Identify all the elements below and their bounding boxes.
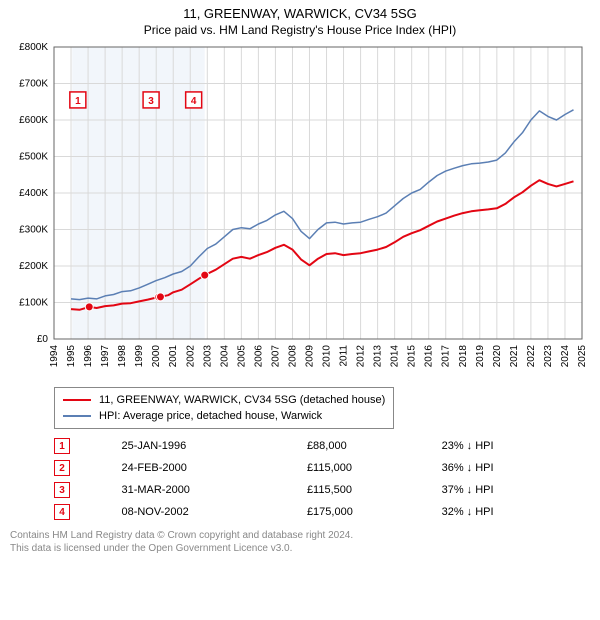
chart-svg: £0 £100K £200K £300K £400K £500K £600K £700K £80…: [10, 41, 590, 381]
transaction-marker: 3: [54, 482, 70, 498]
transaction-marker: 2: [54, 460, 70, 476]
svg-text:2002: 2002: [185, 345, 196, 368]
table-row: 3 31-MAR-2000£115,50037% ↓ HPI: [54, 479, 590, 501]
transaction-delta: 36% ↓ HPI: [442, 457, 590, 479]
svg-text:£600K: £600K: [19, 115, 48, 126]
transaction-date: 31-MAR-2000: [121, 479, 306, 501]
svg-text:£800K: £800K: [19, 42, 48, 53]
svg-text:2008: 2008: [287, 345, 298, 368]
svg-text:2011: 2011: [339, 345, 350, 367]
transaction-delta: 23% ↓ HPI: [442, 435, 590, 457]
svg-text:1: 1: [75, 96, 81, 107]
legend: 11, GREENWAY, WARWICK, CV34 5SG (detache…: [54, 387, 394, 429]
table-row: 4 08-NOV-2002£175,00032% ↓ HPI: [54, 501, 590, 523]
transaction-delta: 37% ↓ HPI: [442, 479, 590, 501]
legend-item: 11, GREENWAY, WARWICK, CV34 5SG (detache…: [63, 392, 385, 408]
chart-subtitle: Price paid vs. HM Land Registry's House …: [10, 23, 590, 37]
svg-text:2020: 2020: [492, 345, 503, 368]
transaction-price: £175,000: [307, 501, 442, 523]
svg-text:2012: 2012: [356, 345, 367, 368]
svg-text:£300K: £300K: [19, 225, 48, 236]
svg-text:2009: 2009: [304, 345, 315, 368]
table-row: 2 24-FEB-2000£115,00036% ↓ HPI: [54, 457, 590, 479]
transaction-price: £88,000: [307, 435, 442, 457]
table-row: 1 25-JAN-1996£88,00023% ↓ HPI: [54, 435, 590, 457]
transaction-marker: 1: [54, 438, 70, 454]
svg-text:£0: £0: [37, 334, 49, 345]
chart: £0 £100K £200K £300K £400K £500K £600K £700K £80…: [10, 41, 590, 381]
footer-line-2: This data is licensed under the Open Gov…: [10, 542, 590, 555]
transaction-date: 24-FEB-2000: [121, 457, 306, 479]
svg-text:2001: 2001: [168, 345, 179, 368]
svg-text:2013: 2013: [373, 345, 384, 368]
svg-text:2004: 2004: [219, 345, 230, 368]
svg-text:£400K: £400K: [19, 188, 48, 199]
transactions-table: 1 25-JAN-1996£88,00023% ↓ HPI 2 24-FEB-2000…: [54, 435, 590, 523]
svg-text:£200K: £200K: [19, 261, 48, 272]
transaction-date: 25-JAN-1996: [121, 435, 306, 457]
svg-text:1999: 1999: [134, 345, 145, 368]
svg-text:2003: 2003: [202, 345, 213, 368]
svg-text:1994: 1994: [49, 345, 60, 368]
svg-text:3: 3: [148, 96, 154, 107]
svg-text:2021: 2021: [509, 345, 520, 368]
legend-label: HPI: Average price, detached house, Warw…: [99, 408, 322, 424]
svg-text:2010: 2010: [322, 345, 333, 368]
svg-text:£100K: £100K: [19, 298, 48, 309]
footer-line-1: Contains HM Land Registry data © Crown c…: [10, 529, 590, 542]
svg-text:1998: 1998: [117, 345, 128, 368]
svg-text:2015: 2015: [407, 345, 418, 368]
legend-item: HPI: Average price, detached house, Warw…: [63, 408, 385, 424]
svg-text:2025: 2025: [577, 345, 588, 368]
svg-text:2000: 2000: [151, 345, 162, 368]
svg-text:2006: 2006: [253, 345, 264, 368]
transaction-date: 08-NOV-2002: [121, 501, 306, 523]
svg-text:2019: 2019: [475, 345, 486, 368]
svg-text:2016: 2016: [424, 345, 435, 368]
svg-text:2023: 2023: [543, 345, 554, 368]
svg-text:1996: 1996: [83, 345, 94, 368]
svg-text:1997: 1997: [100, 345, 111, 368]
transaction-delta: 32% ↓ HPI: [442, 501, 590, 523]
svg-text:2005: 2005: [236, 345, 247, 368]
svg-text:4: 4: [191, 96, 197, 107]
legend-swatch: [63, 399, 91, 401]
chart-title: 11, GREENWAY, WARWICK, CV34 5SG: [10, 6, 590, 21]
svg-text:2022: 2022: [526, 345, 537, 368]
legend-label: 11, GREENWAY, WARWICK, CV34 5SG (detache…: [99, 392, 385, 408]
legend-swatch: [63, 415, 91, 417]
svg-text:£500K: £500K: [19, 152, 48, 163]
transaction-price: £115,000: [307, 457, 442, 479]
footer: Contains HM Land Registry data © Crown c…: [10, 529, 590, 555]
svg-text:2024: 2024: [560, 345, 571, 368]
svg-text:2014: 2014: [390, 345, 401, 368]
transaction-price: £115,500: [307, 479, 442, 501]
svg-text:2017: 2017: [441, 345, 452, 368]
svg-text:1995: 1995: [66, 345, 77, 368]
transaction-marker: 4: [54, 504, 70, 520]
svg-text:£700K: £700K: [19, 79, 48, 90]
svg-text:2007: 2007: [270, 345, 281, 368]
svg-text:2018: 2018: [458, 345, 469, 368]
